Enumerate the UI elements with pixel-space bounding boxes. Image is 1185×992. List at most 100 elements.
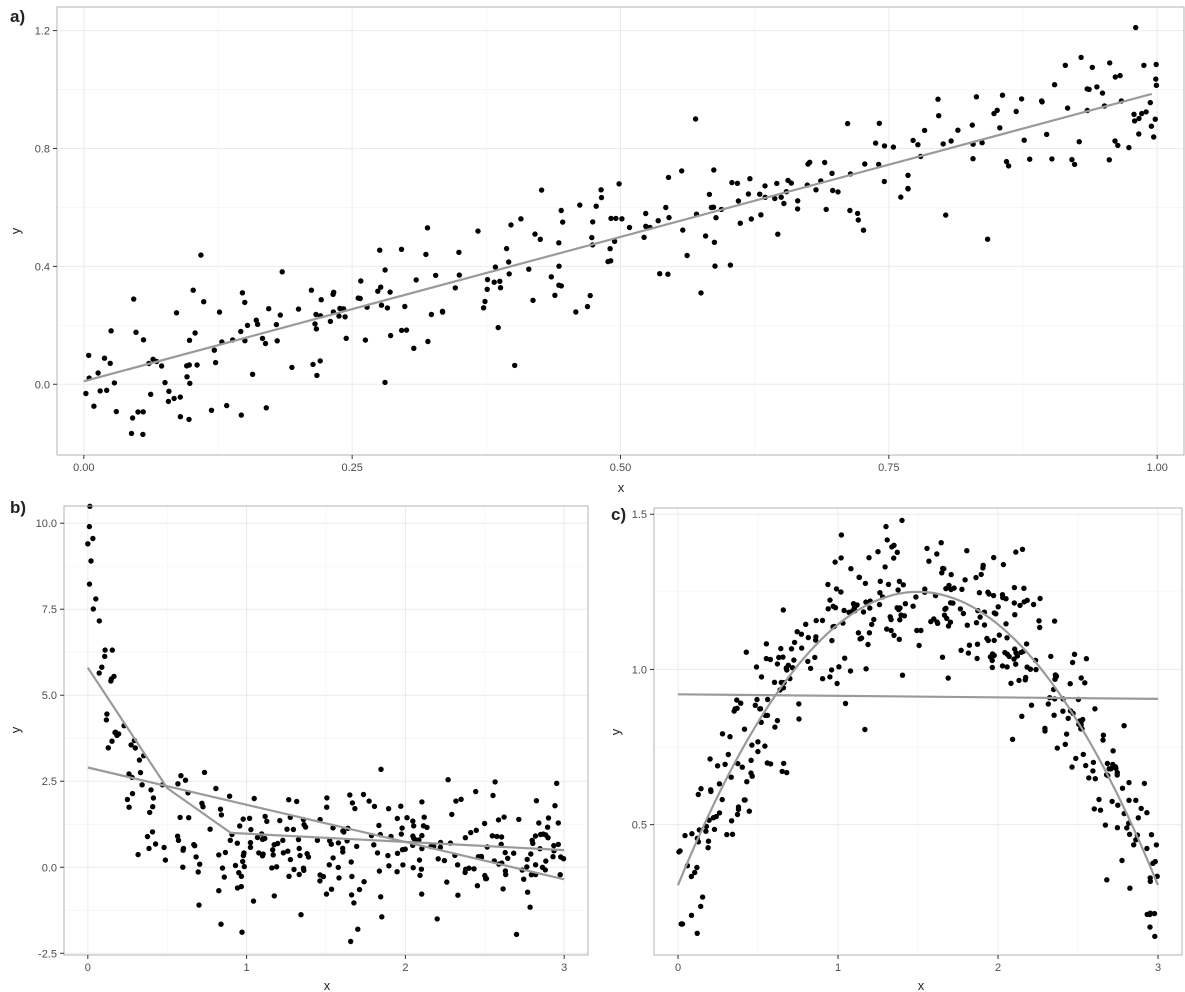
- scatter-point: [926, 558, 932, 564]
- y-tick-label: 2.5: [42, 776, 57, 788]
- scatter-point: [948, 138, 954, 144]
- scatter-point: [836, 664, 842, 670]
- scatter-point: [1082, 680, 1088, 686]
- scatter-point: [521, 876, 527, 882]
- scatter-point: [262, 835, 268, 842]
- scatter-point: [473, 827, 479, 833]
- panel-2: 0 1 2 3 0.5 1.0 1.5 x y c): [608, 505, 1183, 992]
- scatter-point: [970, 156, 976, 162]
- scatter-point: [934, 619, 940, 625]
- scatter-point: [107, 360, 113, 366]
- x-tick-label: 1: [244, 962, 250, 974]
- x-axis-title: x: [918, 978, 925, 992]
- scatter-point: [974, 655, 980, 662]
- scatter-point: [462, 835, 469, 841]
- scatter-point: [101, 355, 108, 361]
- x-tick-label: 1.00: [1146, 462, 1167, 474]
- panel-label: a): [10, 7, 25, 26]
- scatter-point: [828, 667, 835, 673]
- scatter-point: [767, 761, 774, 767]
- scatter-point: [186, 416, 192, 423]
- scatter-point: [475, 228, 481, 234]
- scatter-point: [825, 581, 831, 588]
- scatter-point: [1013, 108, 1019, 115]
- y-tick-label: 0.0: [42, 862, 57, 874]
- y-tick-label: 5.0: [42, 690, 57, 702]
- x-tick-label: 0: [675, 962, 681, 974]
- scatter-point: [694, 930, 700, 936]
- scatter-point: [313, 326, 320, 332]
- panel-border: [63, 505, 589, 956]
- scatter-point: [242, 299, 248, 306]
- scatter-point: [895, 587, 901, 593]
- scatter-point: [598, 187, 604, 193]
- scatter-point: [1008, 680, 1014, 686]
- scatter-point: [832, 559, 838, 565]
- scatter-point: [271, 893, 277, 899]
- scatter-point: [774, 717, 781, 724]
- scatter-point: [526, 266, 532, 272]
- scatter-point: [227, 837, 233, 843]
- x-tick-label: 2: [402, 962, 408, 974]
- scatter-point: [171, 395, 177, 402]
- scatter-point: [989, 664, 995, 671]
- x-tick-label: 0.00: [73, 462, 94, 474]
- scatter-point: [226, 793, 233, 799]
- scatter-point: [863, 666, 869, 672]
- x-tick-label: 0: [85, 962, 91, 974]
- scatter-point: [1135, 815, 1142, 821]
- scatter-point: [489, 833, 495, 839]
- scatter-point: [144, 833, 151, 840]
- scatter-point: [518, 216, 524, 222]
- scatter-point: [152, 841, 159, 847]
- x-tick-label: 1: [835, 962, 841, 974]
- scatter-point: [473, 788, 479, 795]
- scatter-point: [342, 314, 348, 320]
- scatter-point: [891, 555, 897, 561]
- scatter-point: [394, 850, 401, 856]
- scatter-point: [657, 271, 663, 277]
- scatter-point: [613, 215, 619, 222]
- scatter-point: [1065, 715, 1071, 721]
- scatter-point: [137, 769, 144, 776]
- scatter-point: [772, 195, 778, 202]
- scatter-point: [193, 854, 199, 860]
- scatter-point: [471, 866, 477, 872]
- scatter-point: [1049, 156, 1055, 162]
- scatter-point: [439, 309, 446, 315]
- scatter-point: [273, 321, 280, 328]
- scatter-point: [378, 766, 384, 772]
- scatter-point: [441, 857, 448, 864]
- scatter-point: [1144, 810, 1150, 816]
- scatter-point: [714, 763, 721, 769]
- scatter-point: [794, 206, 801, 212]
- scatter-point: [934, 551, 940, 557]
- scatter-point: [1067, 681, 1073, 687]
- scatter-point: [960, 610, 967, 617]
- scatter-point: [139, 782, 145, 788]
- scatter-point: [822, 159, 828, 166]
- scatter-point: [1151, 910, 1158, 917]
- scatter-point: [400, 862, 406, 868]
- scatter-point: [263, 405, 269, 411]
- scatter-point: [710, 204, 717, 210]
- scatter-point: [1115, 142, 1121, 149]
- scatter-point: [302, 824, 309, 830]
- scatter-point: [86, 352, 92, 359]
- scatter-point: [421, 814, 427, 820]
- scatter-point: [1011, 584, 1018, 591]
- y-tick-label: 0.0: [35, 379, 50, 391]
- scatter-point: [1110, 748, 1116, 754]
- scatter-point: [791, 657, 797, 663]
- scatter-point: [280, 850, 287, 856]
- scatter-point: [1106, 157, 1113, 163]
- scatter-point: [104, 387, 110, 393]
- scatter-point: [916, 642, 922, 649]
- scatter-point: [126, 804, 132, 810]
- y-tick-label: 1.5: [632, 509, 647, 521]
- scatter-point: [384, 305, 391, 311]
- scatter-point: [498, 841, 504, 847]
- scatter-point: [860, 609, 867, 615]
- scatter-point: [211, 347, 217, 353]
- scatter-point: [128, 742, 134, 748]
